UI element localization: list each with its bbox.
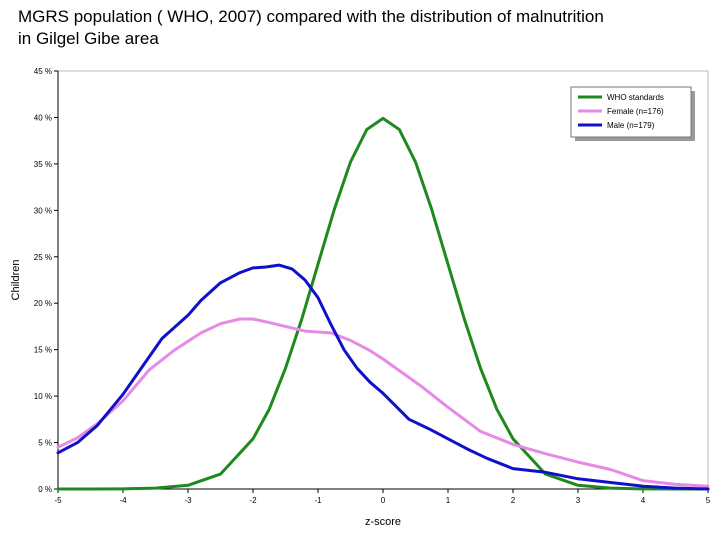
y-tick-label: 35 % xyxy=(34,160,52,169)
y-tick-label: 40 % xyxy=(34,113,52,122)
y-tick-label: 45 % xyxy=(34,67,52,76)
female-line xyxy=(56,317,710,488)
x-tick-label: 2 xyxy=(511,496,516,505)
y-tick-label: 10 % xyxy=(34,392,52,401)
legend-item-male: Male (n=179) xyxy=(578,121,655,130)
chart-title-line-1: MGRS population ( WHO, 2007) compared wi… xyxy=(18,7,604,26)
x-axis-ticks: -5 -4 -3 -2 -1 0 1 2 3 4 5 xyxy=(54,489,711,505)
male-line xyxy=(56,263,710,491)
y-tick-label: 20 % xyxy=(34,299,52,308)
x-tick-label: -5 xyxy=(54,496,62,505)
y-tick-label: 5 % xyxy=(38,439,52,448)
y-tick-label: 0 % xyxy=(38,485,52,494)
legend: WHO standards Female (n=176) Male (n=179) xyxy=(570,86,695,141)
y-tick-label: 25 % xyxy=(34,253,52,262)
x-tick-label: -2 xyxy=(249,496,257,505)
x-tick-label: -1 xyxy=(314,496,322,505)
legend-item-who: WHO standards xyxy=(578,93,664,102)
y-axis-ticks: 0 % 5 % 10 % 15 % 20 % 25 % 30 % 35 % 40 % 45 % xyxy=(34,67,58,494)
x-tick-label: 4 xyxy=(641,496,646,505)
x-tick-label: 5 xyxy=(706,496,711,505)
x-axis-title: z-score xyxy=(365,516,401,528)
x-tick-label: -3 xyxy=(184,496,192,505)
x-tick-label: 3 xyxy=(576,496,581,505)
x-tick-label: 1 xyxy=(446,496,451,505)
legend-label: Female (n=176) xyxy=(607,107,664,116)
legend-label: WHO standards xyxy=(607,93,664,102)
series-lines xyxy=(56,116,710,491)
x-tick-label: -4 xyxy=(119,496,127,505)
chart-title-line-2: in Gilgel Gibe area xyxy=(18,29,159,48)
y-tick-label: 15 % xyxy=(34,346,52,355)
x-tick-label: 0 xyxy=(381,496,386,505)
legend-item-female: Female (n=176) xyxy=(578,107,664,116)
who-standards-line xyxy=(56,116,710,491)
y-axis-title: Children xyxy=(10,260,22,301)
y-tick-label: 30 % xyxy=(34,206,52,215)
legend-label: Male (n=179) xyxy=(607,121,655,130)
chart-title: MGRS population ( WHO, 2007) compared wi… xyxy=(18,6,718,50)
